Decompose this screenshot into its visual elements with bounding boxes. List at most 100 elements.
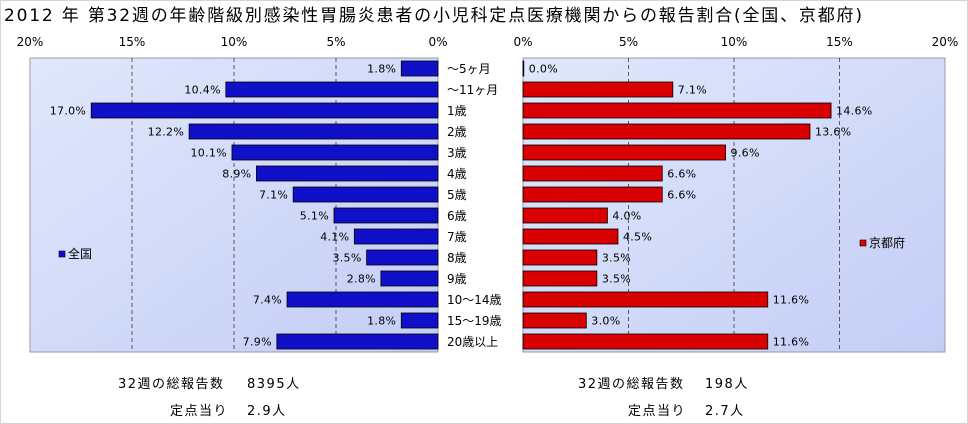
data-label-kyoto: 9.6% bbox=[731, 147, 760, 160]
summary-per-site-value: 2.9人 bbox=[247, 404, 287, 419]
data-labels: 1.8% 10.4% 17.0% 12.2% 10.1% 8.9% 7.1% 5.1% 4.1%… bbox=[50, 63, 872, 349]
bar-national bbox=[276, 333, 439, 350]
data-label-kyoto: 6.6% bbox=[667, 168, 696, 181]
data-label-national: 10.1% bbox=[191, 147, 227, 160]
category-axis: ～5ヶ月 ～11ヶ月 1歳 2歳 3歳 4歳 5歳 6歳 7歳 8歳 9歳 10～14歳 15～19歳 2… bbox=[447, 62, 502, 349]
category-label: 7歳 bbox=[447, 230, 467, 244]
bar-national bbox=[188, 123, 439, 140]
tick-label-national: 15% bbox=[119, 35, 146, 49]
data-label-kyoto: 11.6% bbox=[773, 336, 809, 349]
tick-label-national: 0% bbox=[428, 35, 447, 49]
bar-kyoto bbox=[522, 333, 769, 350]
data-label-national: 12.2% bbox=[148, 126, 184, 139]
bar-national bbox=[353, 228, 439, 245]
bar-national bbox=[400, 312, 439, 329]
summary-total-value: 8395人 bbox=[247, 377, 301, 392]
data-label-national: 1.8% bbox=[367, 315, 396, 328]
category-label: 4歳 bbox=[447, 167, 467, 181]
bar-national bbox=[286, 291, 439, 308]
summary-total-label: 32週の総報告数 bbox=[118, 377, 225, 392]
bar-national bbox=[400, 60, 439, 77]
bar-kyoto bbox=[522, 291, 769, 308]
data-label-national: 7.1% bbox=[259, 189, 288, 202]
data-label-national: 4.1% bbox=[320, 231, 349, 244]
bar-kyoto bbox=[522, 228, 619, 245]
tick-label-kyoto: 5% bbox=[619, 35, 638, 49]
category-label: 20歳以上 bbox=[447, 335, 498, 349]
summary-total-label: 32週の総報告数 bbox=[578, 377, 685, 392]
data-label-kyoto: 4.5% bbox=[623, 231, 652, 244]
data-label-national: 17.0% bbox=[50, 105, 86, 118]
data-label-kyoto: 4.0% bbox=[612, 210, 641, 223]
bar-national bbox=[256, 165, 439, 182]
category-label: 5歳 bbox=[447, 188, 467, 202]
bars bbox=[90, 60, 832, 350]
bar-national bbox=[366, 249, 439, 266]
legend-swatch-national bbox=[58, 250, 66, 258]
data-label-kyoto: 3.5% bbox=[602, 273, 631, 286]
data-label-kyoto: 7.1% bbox=[678, 84, 707, 97]
data-label-national: 3.5% bbox=[332, 252, 361, 265]
bar-national bbox=[225, 81, 439, 98]
summary-per-site-value: 2.7人 bbox=[705, 404, 745, 419]
data-label-national: 7.9% bbox=[243, 336, 272, 349]
bar-national bbox=[292, 186, 439, 203]
category-label: 8歳 bbox=[447, 251, 467, 265]
data-label-kyoto: 3.0% bbox=[591, 315, 620, 328]
bar-kyoto bbox=[522, 165, 663, 182]
bar-kyoto bbox=[522, 102, 832, 119]
category-label: 10～14歳 bbox=[447, 293, 502, 307]
legend-national: 全国 bbox=[58, 246, 92, 261]
tick-label-national: 10% bbox=[221, 35, 248, 49]
summary-kyoto: 32週の総報告数 198人 定点当り 2.7人 bbox=[578, 377, 749, 419]
legend-swatch-kyoto bbox=[859, 239, 867, 247]
data-label-kyoto: 11.6% bbox=[773, 294, 809, 307]
legend-label-national: 全国 bbox=[68, 246, 92, 261]
summary-national: 32週の総報告数 8395人 定点当り 2.9人 bbox=[118, 377, 301, 419]
tick-label-national: 5% bbox=[326, 35, 345, 49]
data-label-kyoto: 0.0% bbox=[529, 63, 558, 76]
category-label: 9歳 bbox=[447, 272, 467, 286]
data-label-national: 1.8% bbox=[367, 63, 396, 76]
category-label: ～5ヶ月 bbox=[447, 62, 491, 76]
bar-national bbox=[333, 207, 439, 224]
legend-kyoto: 京都府 bbox=[859, 235, 905, 250]
bar-kyoto bbox=[522, 249, 598, 266]
data-label-national: 10.4% bbox=[184, 84, 220, 97]
category-label: 1歳 bbox=[447, 104, 467, 118]
data-label-kyoto: 6.6% bbox=[667, 189, 696, 202]
x-axis-ticks: 0% 5% 10% 15% 20% 0% 5% 10% 15% 20% bbox=[17, 35, 959, 49]
chart-title: 2012 年 第32週の年齢階級別感染性胃腸炎患者の小児科定点医療機関からの報告… bbox=[4, 6, 862, 26]
bar-kyoto bbox=[522, 270, 598, 287]
category-label: 15～19歳 bbox=[447, 314, 502, 328]
bar-national bbox=[231, 144, 439, 161]
category-label: 6歳 bbox=[447, 209, 467, 223]
summary-per-site-label: 定点当り bbox=[170, 404, 228, 419]
bar-kyoto bbox=[522, 123, 811, 140]
bar-kyoto bbox=[522, 144, 726, 161]
tick-label-kyoto: 0% bbox=[513, 35, 532, 49]
tick-label-kyoto: 15% bbox=[826, 35, 853, 49]
bar-kyoto bbox=[522, 186, 663, 203]
category-label: ～11ヶ月 bbox=[447, 83, 498, 97]
tick-label-kyoto: 20% bbox=[932, 35, 959, 49]
bar-national bbox=[380, 270, 439, 287]
data-label-kyoto: 3.5% bbox=[602, 252, 631, 265]
tick-label-kyoto: 10% bbox=[721, 35, 748, 49]
data-label-national: 2.8% bbox=[347, 273, 376, 286]
category-label: 3歳 bbox=[447, 146, 467, 160]
data-label-national: 5.1% bbox=[300, 210, 329, 223]
data-label-national: 8.9% bbox=[222, 168, 251, 181]
bar-kyoto bbox=[522, 81, 674, 98]
legend-label-kyoto: 京都府 bbox=[869, 235, 905, 250]
data-label-kyoto: 14.6% bbox=[836, 105, 872, 118]
tick-label-national: 20% bbox=[17, 35, 44, 49]
category-label: 2歳 bbox=[447, 125, 467, 139]
bar-kyoto bbox=[522, 312, 587, 329]
summary-total-value: 198人 bbox=[705, 377, 749, 392]
data-label-kyoto: 13.6% bbox=[815, 126, 851, 139]
bar-national bbox=[90, 102, 439, 119]
bar-kyoto bbox=[522, 60, 525, 77]
bar-kyoto bbox=[522, 207, 608, 224]
